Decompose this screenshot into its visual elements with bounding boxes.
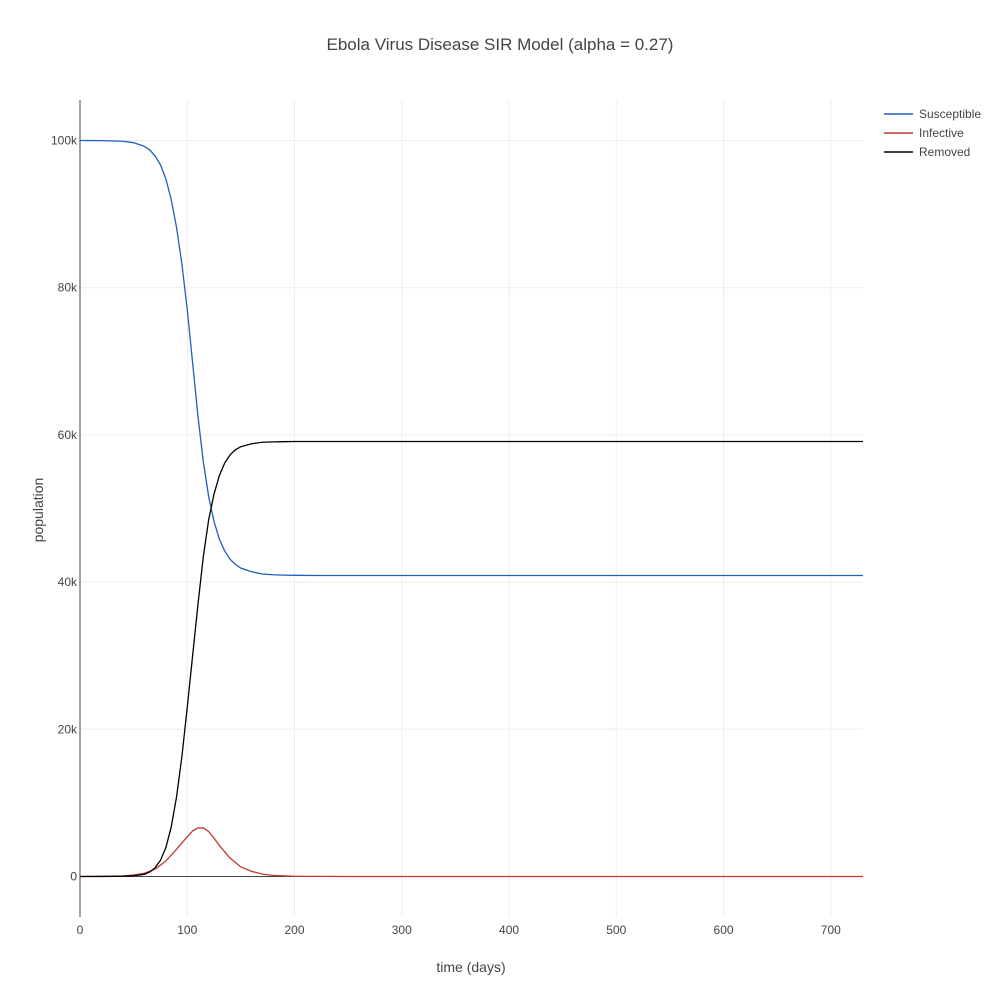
y-tick-label: 100k: [51, 133, 78, 147]
x-tick-label: 600: [714, 923, 734, 937]
x-tick-label: 300: [392, 923, 412, 937]
chart-title: Ebola Virus Disease SIR Model (alpha = 0…: [327, 35, 674, 54]
y-tick-label: 0: [70, 870, 77, 884]
x-tick-label: 500: [606, 923, 626, 937]
y-tick-label: 40k: [58, 575, 78, 589]
legend-item-removed[interactable]: Removed: [884, 145, 970, 159]
series-line-infective: [79, 827, 863, 878]
legend[interactable]: Susceptible Infective Removed: [884, 107, 981, 159]
legend-label: Removed: [919, 145, 970, 159]
y-axis-title: population: [30, 478, 46, 543]
y-tick-label: 60k: [58, 428, 78, 442]
axes: [79, 100, 863, 917]
tick-labels: 0 100 200 300 400 500 600 700 0 20k 40k 60k 80k 100k: [51, 133, 841, 937]
x-axis-title: time (days): [436, 959, 505, 975]
x-tick-label: 700: [821, 923, 841, 937]
x-tick-label: 0: [77, 923, 84, 937]
x-tick-label: 400: [499, 923, 519, 937]
series-lines: [79, 139, 863, 878]
legend-item-susceptible[interactable]: Susceptible: [884, 107, 981, 121]
series-line-removed: [79, 440, 863, 878]
legend-label: Susceptible: [919, 107, 981, 121]
y-tick-label: 20k: [58, 722, 78, 736]
x-tick-label: 200: [285, 923, 305, 937]
series-line-susceptible: [79, 139, 863, 577]
x-tick-label: 100: [177, 923, 197, 937]
legend-label: Infective: [919, 126, 964, 140]
y-tick-label: 80k: [58, 281, 78, 295]
grid-lines: [80, 100, 863, 917]
legend-item-infective[interactable]: Infective: [884, 126, 964, 140]
